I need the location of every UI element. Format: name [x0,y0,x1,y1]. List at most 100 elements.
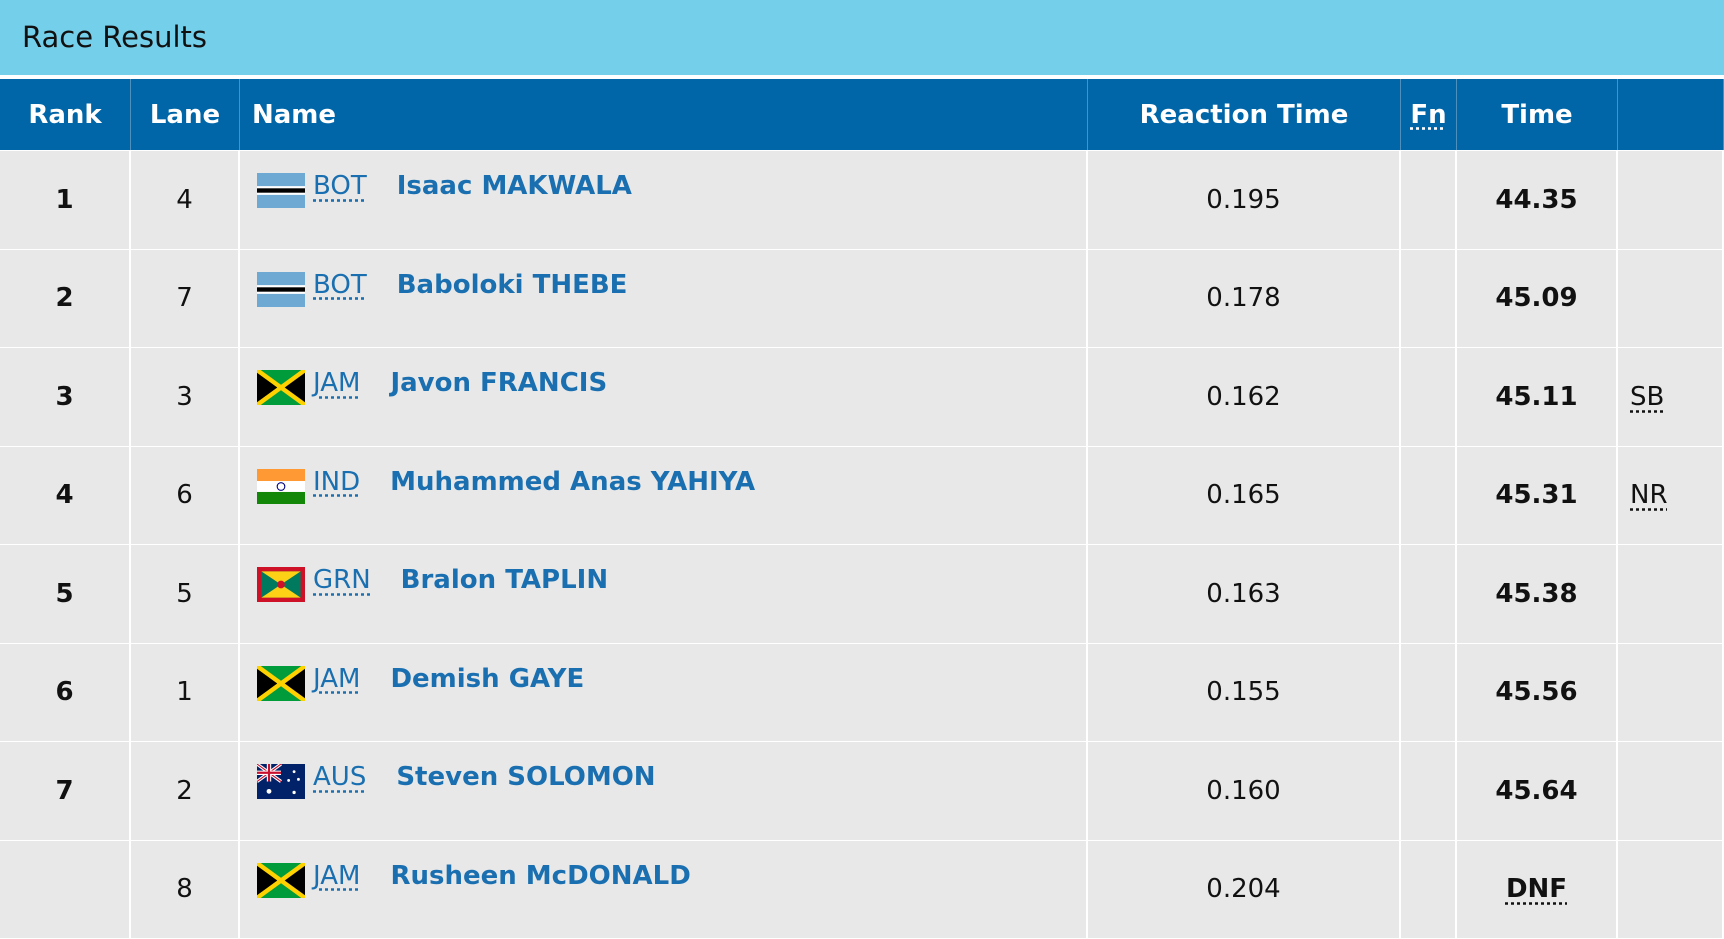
reaction-cell: 0.204 [1088,840,1401,938]
country-code[interactable]: GRN [313,565,371,595]
reaction-time: 0.195 [1206,184,1281,215]
lane: 6 [176,480,193,511]
flag [257,764,305,799]
time-cell: 45.64 [1457,742,1618,840]
country-code[interactable]: AUS [313,762,367,792]
flag-shape [292,770,296,774]
flag-shape [257,665,305,701]
flag-shape [257,665,281,701]
header-row: Rank Lane Name Reaction Time Fn Time [0,79,1724,150]
athlete-name[interactable]: Rusheen McDONALD [390,860,691,891]
rank-cell: 5 [0,545,131,643]
name-cell: BOT Baboloki THEBE [240,249,1088,347]
lane-cell: 5 [131,545,240,643]
title-bar: Race Results [0,0,1724,77]
lane: 2 [176,775,193,806]
lane: 8 [176,874,193,905]
lane: 5 [176,578,193,609]
lane: 3 [176,381,193,412]
rank-cell: 3 [0,348,131,446]
flag-shape [276,481,286,491]
flag-shape [261,584,301,598]
name-cell: AUS Steven SOLOMON [240,742,1088,840]
reaction-time: 0.165 [1206,480,1281,511]
column-header: Name [252,99,337,130]
rank: 7 [55,775,74,806]
flag-shape [281,665,305,701]
name-cell: GRN Bralon TAPLIN [240,545,1088,643]
header-cell: Lane [131,79,240,150]
athlete-name[interactable]: Steven SOLOMON [396,762,656,792]
result-row: 8 JAM Rusheen McDONALD 0.204 DNF [0,839,1724,938]
note-cell [1618,742,1724,840]
lane-cell: 1 [131,643,240,741]
reaction-cell: 0.160 [1088,742,1401,840]
flag-shape [277,580,285,589]
athlete-name[interactable]: Demish GAYE [390,663,585,694]
note-cell [1618,249,1724,347]
rank: 4 [55,480,74,511]
lane-cell: 6 [131,446,240,544]
header-cell [1618,79,1724,150]
country-code[interactable]: JAM [313,860,361,891]
flag-shape [257,480,305,492]
name-cell: IND Muhammed Anas YAHIYA [240,446,1088,544]
flag [257,173,305,208]
column-header: Lane [149,99,221,130]
flag [257,567,305,602]
record-note: SB [1630,381,1665,412]
note-cell [1618,545,1724,643]
lane: 7 [176,283,193,314]
result-row: 3 3 JAM Javon FRANCIS 0.162 45.11 SB [0,347,1724,446]
fn-cell [1401,446,1457,544]
time: 45.11 [1495,381,1578,412]
reaction-cell: 0.163 [1088,545,1401,643]
note-cell: SB [1618,348,1724,446]
note-cell [1618,151,1724,249]
fn-cell [1401,348,1457,446]
lane-cell: 3 [131,348,240,446]
time-cell: 45.56 [1457,643,1618,741]
country-code[interactable]: JAM [313,368,361,398]
lane: 1 [176,677,193,708]
header-cell: Fn [1401,79,1457,150]
time: 45.38 [1495,578,1578,609]
time-cell: 45.31 [1457,446,1618,544]
flag-shape [281,370,305,405]
note-cell: NR [1618,446,1724,544]
athlete-name[interactable]: Baboloki THEBE [396,269,628,300]
fn-cell [1401,151,1457,249]
time-cell: 45.38 [1457,545,1618,643]
athlete-name[interactable]: Javon FRANCIS [390,368,608,398]
time: 45.56 [1495,677,1578,708]
time: 44.35 [1495,184,1578,215]
flag-shape [257,468,305,481]
title: Race Results [22,20,208,54]
athlete-name[interactable]: Muhammed Anas YAHIYA [390,466,756,497]
athlete-name[interactable]: Isaac MAKWALA [396,171,632,201]
note-cell [1618,840,1724,938]
athlete-name[interactable]: Bralon TAPLIN [400,565,609,595]
result-row: 1 4 BOT Isaac MAKWALA 0.195 44.35 [0,150,1724,249]
fn-cell [1401,643,1457,741]
name-cell: JAM Rusheen McDONALD [240,840,1088,938]
flag-shape [257,370,305,405]
country-code[interactable]: IND [313,466,361,497]
reaction-time: 0.163 [1206,578,1281,609]
flag-shape [261,571,301,585]
rank: 6 [55,677,74,708]
rank-cell: 2 [0,249,131,347]
country-code[interactable]: BOT [313,171,367,201]
flag [257,370,305,405]
fn-cell [1401,545,1457,643]
rank: 3 [55,381,74,412]
flag [257,468,305,504]
reaction-cell: 0.155 [1088,643,1401,741]
rank: 5 [55,578,74,609]
rank-cell: 4 [0,446,131,544]
reaction-cell: 0.165 [1088,446,1401,544]
country-code[interactable]: JAM [313,663,361,694]
reaction-cell: 0.178 [1088,249,1401,347]
country-code[interactable]: BOT [313,269,367,300]
